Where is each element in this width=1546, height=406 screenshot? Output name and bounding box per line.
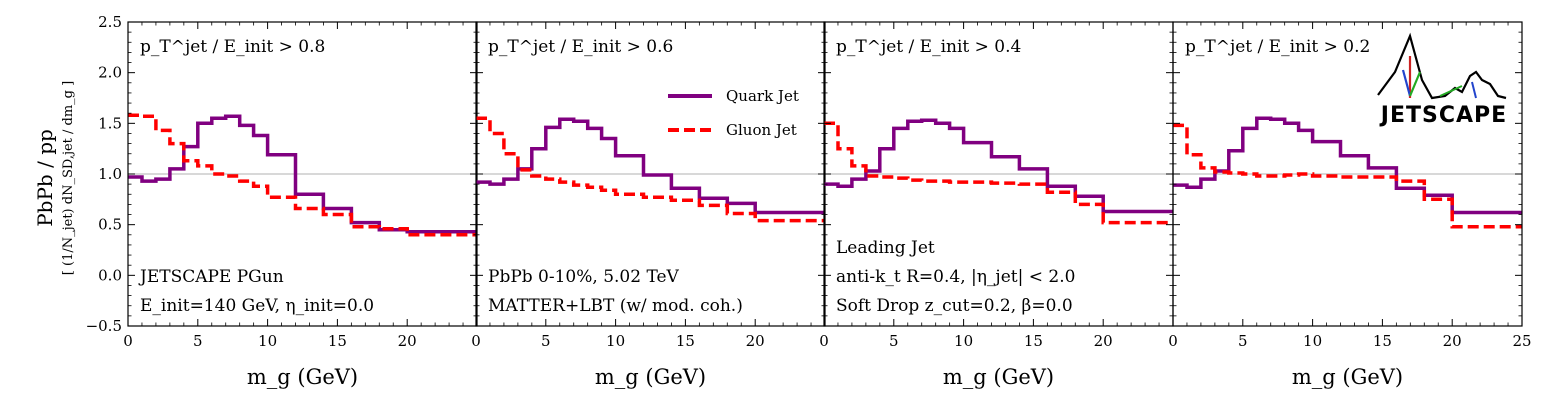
y-tick-label: 2.0 <box>98 64 122 82</box>
legend-gluon-label: Gluon Jet <box>726 121 797 139</box>
y-tick-label: 1.0 <box>98 165 122 183</box>
logo-jet-green-icon <box>1408 71 1422 97</box>
x-tick-label: 10 <box>954 332 973 350</box>
logo-jet-green2-icon <box>1439 85 1463 97</box>
x-tick-label: 15 <box>676 332 695 350</box>
x-tick-label: 10 <box>258 332 277 350</box>
x-axis-label: m_g (GeV) <box>943 365 1054 389</box>
x-tick-label: 5 <box>193 332 203 350</box>
legend: Quark Jet Gluon Jet <box>668 87 799 139</box>
x-tick-label: 20 <box>746 332 765 350</box>
x-tick-label: 20 <box>398 332 417 350</box>
gluon-jet-series <box>476 116 825 223</box>
x-tick-label: 0 <box>123 332 133 350</box>
panel-title: p_T^jet / E_init > 0.2 <box>1185 37 1370 57</box>
x-tick-label: 5 <box>889 332 899 350</box>
x-tick-label: 0 <box>471 332 481 350</box>
panel-title: p_T^jet / E_init > 0.8 <box>140 37 325 57</box>
jetscape-logo: JETSCAPE <box>1377 32 1507 128</box>
logo-jet-blue-icon <box>1401 69 1412 97</box>
y-tick-label: 1.5 <box>98 114 122 132</box>
panel-1: 0 5 10 15 20 p_T^jet / E_init > 0.8 JETSCAPE P… <box>123 21 478 389</box>
x-tick-label: 10 <box>1303 332 1322 350</box>
panel-3: 0 5 10 15 20 p_T^jet / E_init > 0.4 Leading Je… <box>819 21 1174 389</box>
panel-4: 0 5 10 15 20 25 p_T^jet / E_init > 0.2 m_g (GeV… <box>1168 21 1532 389</box>
panel-2: 0 5 10 15 20 p_T^jet / E_init > 0.6 PbPb 0-10%… <box>471 21 826 389</box>
y-tick-label: 0.5 <box>98 216 122 234</box>
x-tick-label: 0 <box>1168 332 1178 350</box>
panels-group: 0 5 10 15 20 p_T^jet / E_init > 0.8 JETSCAPE P… <box>86 13 1532 389</box>
x-tick-label: 0 <box>819 332 829 350</box>
y-axis-label: PbPb / pp [ (1/N_jet) dN_SD,jet / dm_g ] <box>33 81 76 275</box>
x-tick-label: 5 <box>1238 332 1248 350</box>
x-tick-label: 25 <box>1512 332 1531 350</box>
y-axis-label-main: PbPb / pp <box>33 129 57 227</box>
quark-jet-series <box>824 118 1173 214</box>
panel-annotation: E_init=140 GeV, η_init=0.0 <box>140 296 374 316</box>
logo-jet-blue2-icon <box>1471 81 1477 99</box>
legend-quark-label: Quark Jet <box>726 87 799 105</box>
x-axis-label: m_g (GeV) <box>1292 365 1403 389</box>
gluon-jet-series <box>824 121 1173 225</box>
panel-annotation: anti-k_t R=0.4, |η_jet| < 2.0 <box>836 267 1075 287</box>
y-tick-label: 2.5 <box>98 13 122 31</box>
gluon-jet-series <box>1173 123 1522 229</box>
panel-annotation: MATTER+LBT (w/ mod. coh.) <box>488 296 743 316</box>
logo-text: JETSCAPE <box>1379 103 1507 128</box>
x-tick-label: 15 <box>1024 332 1043 350</box>
x-tick-label: 20 <box>1443 332 1462 350</box>
y-tick-label: −0.5 <box>86 317 122 335</box>
x-axis-label: m_g (GeV) <box>595 365 706 389</box>
x-tick-label: 5 <box>541 332 551 350</box>
x-tick-label: 15 <box>328 332 347 350</box>
y-axis-label-bracket: [ (1/N_jet) dN_SD,jet / dm_g ] <box>61 81 76 275</box>
logo-peaks-icon <box>1377 32 1507 100</box>
x-tick-label: 15 <box>1373 332 1392 350</box>
panel-title: p_T^jet / E_init > 0.4 <box>836 37 1021 57</box>
x-tick-label: 20 <box>1094 332 1113 350</box>
panel-annotation: Leading Jet <box>836 238 935 258</box>
x-axis-label: m_g (GeV) <box>247 365 358 389</box>
panel-title: p_T^jet / E_init > 0.6 <box>488 37 673 57</box>
x-tick-label: 10 <box>606 332 625 350</box>
panel-annotation: JETSCAPE PGun <box>138 267 284 287</box>
y-tick-label: 0.0 <box>98 266 122 284</box>
quark-jet-series <box>476 117 825 215</box>
quark-jet-series <box>1173 116 1522 215</box>
panel-annotation: Soft Drop z_cut=0.2, β=0.0 <box>836 296 1073 316</box>
gluon-jet-series <box>128 113 477 237</box>
panel-annotation: PbPb 0-10%, 5.02 TeV <box>488 267 680 287</box>
